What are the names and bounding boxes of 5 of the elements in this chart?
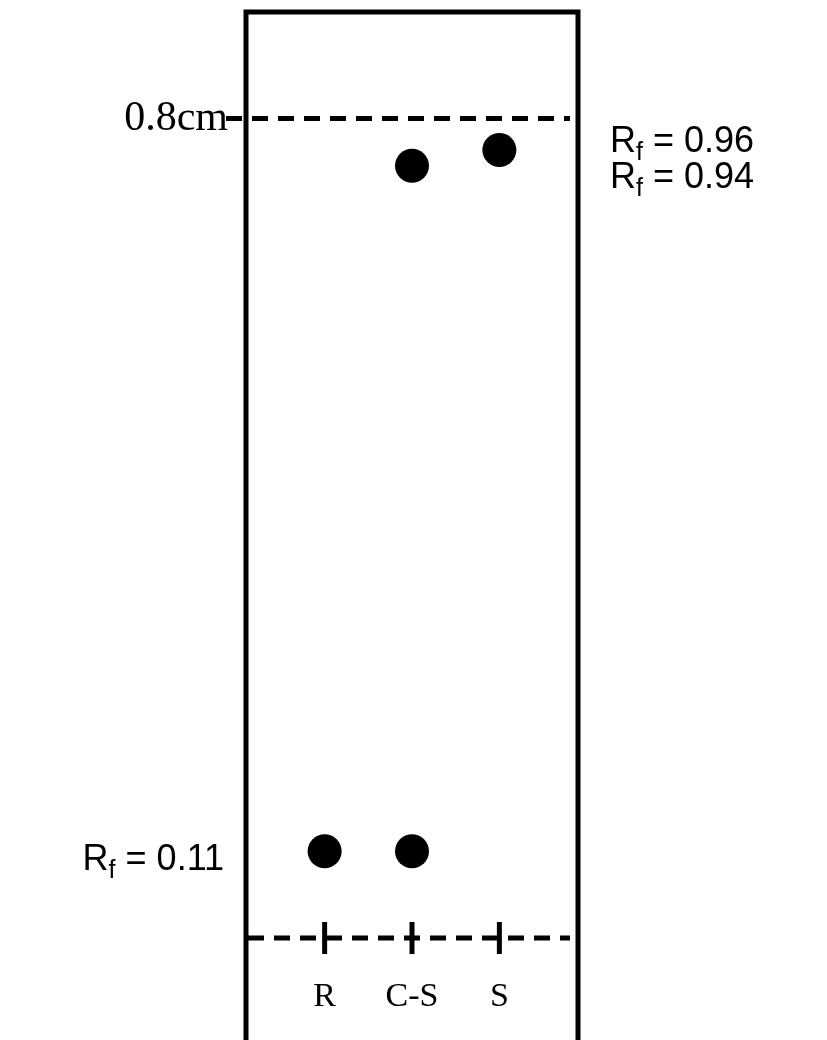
text: R$_{f}$ = 0.11 bbox=[82, 837, 224, 883]
x-tick-label: R bbox=[313, 976, 337, 1013]
x-tick-label: S bbox=[489, 976, 509, 1013]
x-tick-label: C-S bbox=[385, 976, 439, 1013]
ref-line-label: 0.8cm bbox=[124, 93, 229, 140]
